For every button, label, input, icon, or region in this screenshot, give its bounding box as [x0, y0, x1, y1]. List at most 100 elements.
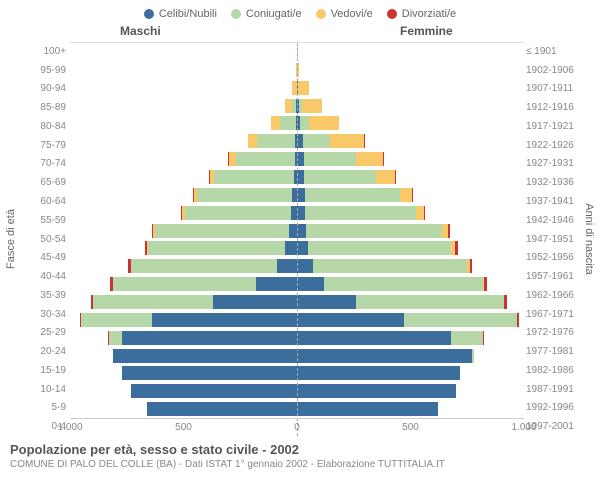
female-bar [297, 349, 524, 363]
segment [404, 313, 518, 327]
segment [313, 259, 467, 273]
year-label: ≤ 1901 [526, 42, 582, 61]
year-label: 1907-1911 [526, 80, 582, 99]
year-label: 1942-1946 [526, 211, 582, 230]
age-axis: 100+95-9990-9485-8980-8475-7970-7465-696… [18, 42, 70, 436]
female-bar [297, 116, 524, 130]
age-label: 90-94 [18, 80, 66, 99]
year-label: 1917-1921 [526, 117, 582, 136]
legend-dot [144, 9, 154, 19]
female-bar [297, 366, 524, 380]
female-bar [297, 224, 524, 238]
year-label: 1952-1956 [526, 248, 582, 267]
male-bar [70, 152, 297, 166]
segment [309, 116, 339, 130]
legend-label: Celibi/Nubili [159, 8, 217, 20]
footer: Popolazione per età, sesso e stato civil… [0, 436, 600, 470]
male-bar [70, 384, 297, 398]
segment [297, 206, 305, 220]
segment [300, 116, 309, 130]
age-label: 85-89 [18, 98, 66, 117]
gender-headers: Maschi Femmine [0, 24, 600, 42]
segment [308, 241, 451, 255]
age-label: 55-59 [18, 211, 66, 230]
age-label: 100+ [18, 42, 66, 61]
pyramid: 1.00050005001.000 [70, 42, 524, 436]
ylabel-left: Fasce di età [4, 42, 18, 436]
male-bar [70, 99, 297, 113]
male-bar [70, 224, 297, 238]
year-axis: ≤ 19011902-19061907-19111912-19161917-19… [524, 42, 582, 436]
female-bar [297, 241, 524, 255]
segment [155, 224, 289, 238]
age-label: 15-19 [18, 361, 66, 380]
segment [303, 134, 330, 148]
year-label: 1962-1966 [526, 286, 582, 305]
age-label: 40-44 [18, 267, 66, 286]
segment [93, 295, 213, 309]
age-label: 95-99 [18, 61, 66, 80]
segment [214, 170, 293, 184]
header-male: Maschi [120, 24, 161, 38]
segment [277, 259, 297, 273]
age-label: 75-79 [18, 136, 66, 155]
segment [152, 313, 297, 327]
segment [113, 349, 297, 363]
age-label: 10-14 [18, 380, 66, 399]
segment [81, 313, 151, 327]
center-line [297, 43, 298, 436]
male-bar [70, 366, 297, 380]
age-label: 70-74 [18, 155, 66, 174]
year-label: 1987-1991 [526, 380, 582, 399]
segment [131, 259, 276, 273]
chart-title: Popolazione per età, sesso e stato civil… [10, 442, 590, 457]
segment [197, 188, 292, 202]
segment [330, 134, 364, 148]
segment [298, 81, 309, 95]
segment [297, 241, 308, 255]
male-bar [70, 295, 297, 309]
year-label: 1967-1971 [526, 305, 582, 324]
segment [324, 277, 483, 291]
age-label: 60-64 [18, 192, 66, 211]
segment [285, 99, 292, 113]
female-bar [297, 402, 524, 416]
legend-dot [231, 9, 241, 19]
segment [122, 331, 297, 345]
female-bar [297, 63, 524, 77]
segment [122, 366, 297, 380]
segment [306, 224, 442, 238]
female-bar [297, 313, 524, 327]
segment [412, 188, 413, 202]
legend-label: Divorziati/e [402, 8, 456, 20]
segment [451, 331, 483, 345]
segment [257, 134, 296, 148]
x-axis: 1.00050005001.000 [70, 418, 524, 436]
segment [305, 188, 400, 202]
female-bar [297, 295, 524, 309]
age-label: 80-84 [18, 117, 66, 136]
year-label: 1932-1936 [526, 173, 582, 192]
segment [297, 170, 304, 184]
female-bar [297, 277, 524, 291]
age-label: 30-34 [18, 305, 66, 324]
segment [289, 224, 297, 238]
segment [297, 259, 313, 273]
year-label: 1947-1951 [526, 230, 582, 249]
segment [109, 331, 123, 345]
segment [147, 402, 297, 416]
segment [302, 99, 322, 113]
female-bar [297, 384, 524, 398]
segment [297, 277, 324, 291]
year-label: 1922-1926 [526, 136, 582, 155]
male-bar [70, 313, 297, 327]
segment [304, 170, 377, 184]
segment [280, 116, 296, 130]
segment [285, 241, 297, 255]
year-label: 1937-1941 [526, 192, 582, 211]
segment [356, 152, 383, 166]
segment [517, 313, 518, 327]
year-label: 1912-1916 [526, 98, 582, 117]
segment [448, 224, 450, 238]
male-bar [70, 402, 297, 416]
